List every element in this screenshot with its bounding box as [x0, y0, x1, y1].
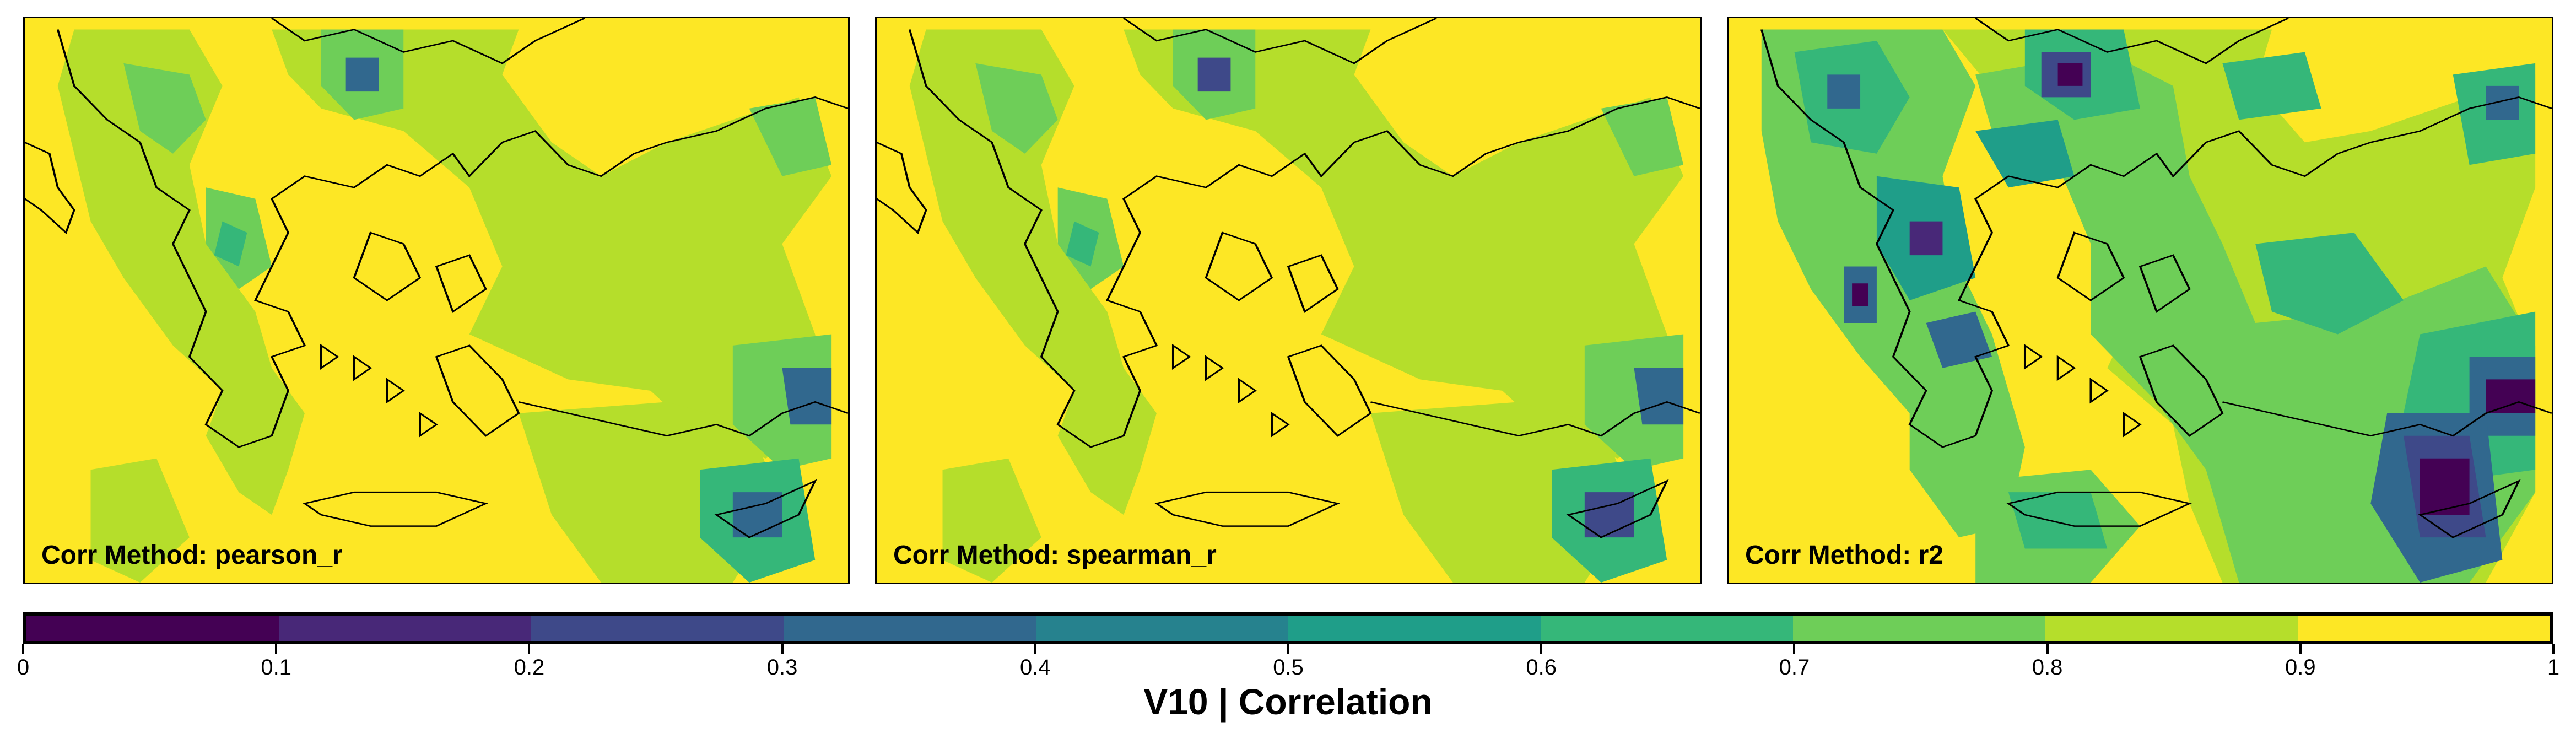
colorbar-tick-label: 0 [17, 655, 30, 680]
colorbar-tick-label: 0.5 [1273, 655, 1304, 680]
colorbar-tick-mark [22, 644, 24, 654]
colorbar-swatch-3 [784, 616, 1038, 641]
colorbar-tick-label: 0.9 [2285, 655, 2316, 680]
colorbar-tick-mark [275, 644, 278, 654]
coastlines [25, 18, 848, 538]
colorbar-tick-mark [1793, 644, 1796, 654]
colorbar-swatch-0 [26, 616, 280, 641]
coastlines [877, 18, 1700, 538]
panel-label: Corr Method: r2 [1745, 541, 1943, 570]
colorbar-tick-mark [2299, 644, 2302, 654]
colorbar-tick-label: 0.2 [514, 655, 545, 680]
colorbar-swatch-8 [2045, 616, 2299, 641]
colorbar-swatches [26, 616, 2550, 641]
colorbar-tick-label: 0.3 [766, 655, 798, 680]
colorbar-tick-label: 0.4 [1019, 655, 1051, 680]
colorbar-swatch-7 [1793, 616, 2047, 641]
colorbar-tick-mark [1540, 644, 1543, 654]
colorbar-tick-mark [2552, 644, 2555, 654]
colorbar-tick-label: 0.6 [1526, 655, 1557, 680]
colorbar-tick-label: 0.8 [2032, 655, 2063, 680]
colorbar-swatch-6 [1541, 616, 1795, 641]
colorbar-tick-mark [1287, 644, 1289, 654]
colorbar-swatch-1 [279, 616, 533, 641]
coastlines [1760, 18, 2552, 538]
map-panel-spearman: Corr Method: spearman_r [875, 17, 1702, 584]
colorbar-tick-mark [2046, 644, 2049, 654]
correlation-map-r2 [1729, 18, 2552, 583]
colorbar-tick-mark [781, 644, 784, 654]
colorbar-swatch-2 [531, 616, 785, 641]
colorbar-tick-label: 0.7 [1779, 655, 1810, 680]
colorbar-label: V10 | Correlation [1143, 681, 1433, 722]
colorbar-swatch-4 [1036, 616, 1290, 641]
colorbar [23, 612, 2553, 644]
correlation-map-spearman [877, 18, 1700, 583]
colorbar-tick-label: 0.1 [261, 655, 291, 680]
colorbar-swatch-5 [1288, 616, 1542, 641]
correlation-hotspots [123, 29, 832, 583]
correlation-map-pearson [25, 18, 848, 583]
panel-label: Corr Method: pearson_r [41, 541, 343, 570]
colorbar-ticks: 0 0.1 0.2 0.3 0.4 0.5 0.6 0.7 0.8 0.9 1 [17, 644, 2559, 683]
correlation-hotspots [975, 29, 1684, 583]
map-panel-r2: Corr Method: r2 [1727, 17, 2553, 584]
panel-label: Corr Method: spearman_r [893, 541, 1217, 570]
colorbar-swatch-9 [2298, 616, 2550, 641]
colorbar-tick-label: 1 [2547, 655, 2560, 680]
colorbar-tick-mark [528, 644, 531, 654]
colorbar-tick-mark [1034, 644, 1036, 654]
map-panel-pearson: Corr Method: pearson_r [23, 17, 850, 584]
correlation-hotspots [1794, 29, 2536, 583]
